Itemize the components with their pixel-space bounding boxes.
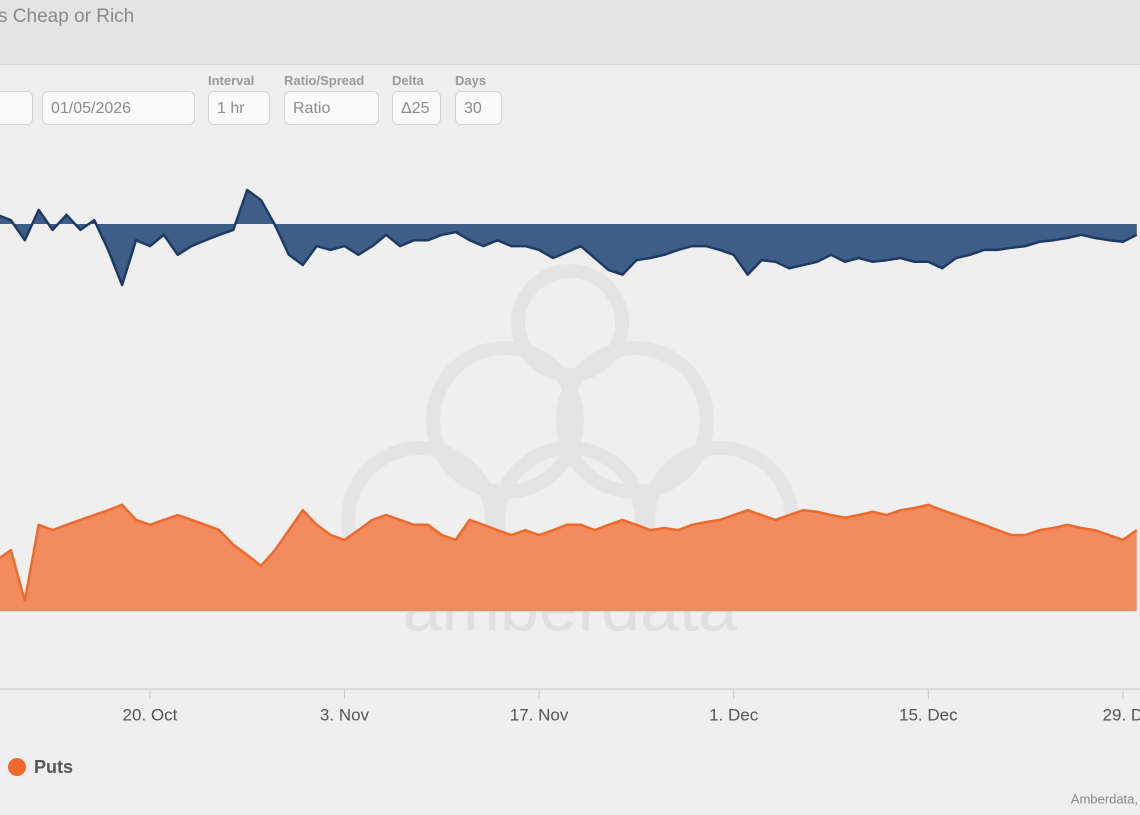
control [0,73,33,125]
title-bar: s Cheap or Rich [0,0,1140,65]
chart-title: s Cheap or Rich [0,6,135,27]
control: Delta Δ25 [392,73,441,125]
input[interactable] [0,91,33,125]
select[interactable]: Ratio [284,91,379,125]
control-label: Interval [208,73,255,88]
area-fill [0,190,1137,285]
series-line [0,188,1138,287]
x-tick-label: 15. Dec [899,705,958,724]
x-tick-label: 17. Nov [510,705,569,724]
control-label: Ratio/Spread [284,73,365,88]
control: Interval 1 hr [208,73,270,125]
select[interactable]: Δ25 [392,91,441,125]
legend-symbol [8,758,26,776]
x-tick-label: 20. Oct [122,705,177,724]
select[interactable]: 30 [455,91,502,125]
select[interactable]: 1 hr [208,91,270,125]
control: 01/05/2026 [42,73,195,125]
series-line [0,503,1138,603]
date-input[interactable]: 01/05/2026 [42,91,195,125]
control: Ratio/Spread Ratio [284,73,379,125]
area-fill [0,504,1137,612]
control-label: Delta [392,73,424,88]
credits: Amberdata, [1071,791,1138,806]
legend-label: Puts [34,757,73,777]
control: Days 30 [455,73,502,125]
x-tick-label: 1. Dec [709,705,759,724]
control-label: Days [455,73,487,88]
x-tick-label: 3. Nov [320,705,370,724]
x-tick-label: 29. D [1103,705,1140,724]
